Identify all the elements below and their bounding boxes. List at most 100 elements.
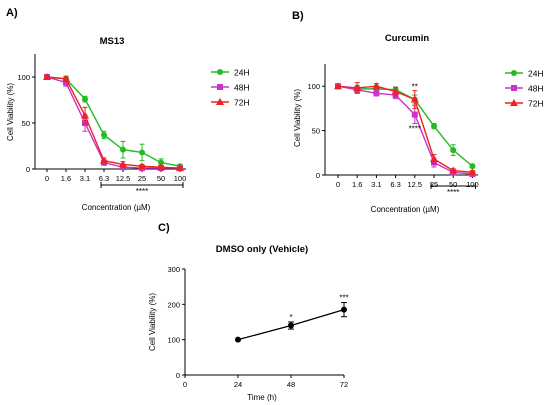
x-tick-label-b: 100	[466, 180, 479, 189]
data-point-b-72H	[353, 83, 362, 91]
x-tick-label-a: 12.5	[116, 174, 131, 183]
y-axis-label-a: Cell Viability (%)	[6, 83, 15, 141]
data-point-b-72H	[391, 87, 400, 95]
legend-marker-b-48H	[511, 85, 517, 91]
panel-label-b: B)	[292, 10, 304, 22]
y-tick-label-a: 0	[26, 165, 30, 174]
legend-marker-a-72H	[216, 98, 224, 105]
chart-title-c: DMSO only (Vehicle)	[216, 244, 308, 255]
data-point-c	[235, 336, 241, 343]
x-tick-label-c: 48	[287, 380, 295, 389]
data-point-a-72H	[157, 163, 165, 171]
x-tick-label-a: 50	[157, 174, 165, 183]
y-axis-label-c: Cell Viability (%)	[148, 293, 157, 351]
significance-label-c: ***	[339, 294, 348, 303]
chart-curcumin: Curcumin Cell Viability (%) Concentration …	[293, 33, 544, 214]
significance-label-b: ****	[447, 188, 459, 197]
data-point-a-72H	[81, 111, 89, 119]
y-tick-label-a: 50	[22, 119, 30, 128]
data-point-a-72H	[100, 156, 108, 164]
data-point-b-24H	[431, 123, 437, 130]
data-point-b-48H	[411, 111, 418, 118]
legend-label-b-48H: 48H	[528, 84, 544, 94]
x-tick-label-b: 1.6	[352, 180, 362, 189]
y-tick-label-c: 300	[167, 265, 180, 274]
x-tick-label-b: 3.1	[371, 180, 381, 189]
significance-label-c: *	[289, 313, 292, 322]
data-point-b-72H	[449, 166, 458, 174]
series-line-b-24H	[337, 85, 473, 167]
x-tick-label-a: 6.3	[99, 174, 109, 183]
x-tick-label-a: 100	[174, 174, 187, 183]
legend-label-a-48H: 48H	[234, 83, 250, 93]
legend-label-a-24H: 24H	[234, 68, 250, 78]
legend-marker-b-72H	[510, 99, 518, 106]
legend-label-a-72H: 72H	[234, 98, 250, 108]
x-axis-label-a: Concentration (µM)	[82, 203, 151, 212]
y-tick-label-b: 100	[307, 82, 320, 91]
y-axis-label-b: Cell Viability (%)	[293, 89, 302, 147]
series-line-b-72H	[337, 85, 473, 174]
data-point-b-48H	[373, 90, 380, 97]
legend-label-b-72H: 72H	[528, 99, 544, 109]
data-point-c	[288, 322, 294, 329]
significance-label-b: ****	[409, 124, 421, 133]
x-tick-label-c: 0	[183, 380, 187, 389]
significance-label-a: ****	[136, 187, 148, 196]
y-tick-label-b: 50	[312, 127, 320, 136]
data-point-a-24H	[158, 159, 164, 166]
data-point-a-72H	[119, 160, 127, 168]
data-point-c	[341, 306, 347, 313]
data-point-b-72H	[334, 82, 342, 90]
panel-label-c: C)	[158, 222, 170, 234]
x-tick-label-a: 25	[138, 174, 146, 183]
data-point-a-24H	[139, 149, 145, 156]
significance-label-b: **	[412, 83, 418, 92]
series-line-b-48H	[337, 85, 473, 175]
data-point-b-72H	[372, 82, 381, 90]
data-point-b-72H	[468, 168, 477, 176]
legend-label-b-24H: 24H	[528, 69, 544, 79]
data-point-b-24H	[469, 163, 476, 170]
series-line-a-24H	[46, 76, 181, 167]
data-point-a-72H	[176, 164, 184, 172]
x-tick-label-a: 1.6	[61, 174, 71, 183]
chart-ms13: MS13 Cell Viability (%) Concentration (µM)…	[6, 36, 250, 212]
y-tick-label-c: 100	[167, 336, 180, 345]
data-point-a-48H	[63, 79, 69, 86]
y-tick-label-c: 0	[176, 371, 180, 380]
series-line-a-48H	[46, 76, 180, 169]
series-line-a-72H	[46, 76, 181, 169]
data-point-b-24H	[450, 147, 457, 154]
x-tick-label-b: 25	[430, 180, 438, 189]
x-axis-label-c: Time (h)	[247, 393, 277, 402]
data-point-b-72H	[430, 155, 438, 163]
legend-marker-a-24H	[217, 69, 223, 75]
data-point-a-24H	[82, 96, 88, 103]
x-tick-label-c: 72	[340, 380, 348, 389]
legend-marker-a-48H	[217, 84, 223, 90]
x-tick-label-b: 0	[336, 180, 340, 189]
chart-title-b: Curcumin	[385, 33, 430, 44]
data-point-b-72H	[410, 95, 419, 103]
x-tick-label-a: 3.1	[80, 174, 90, 183]
y-tick-label-c: 200	[167, 300, 180, 309]
panel-label-a: A)	[6, 7, 18, 19]
x-tick-label-b: 50	[449, 180, 457, 189]
data-point-a-24H	[101, 131, 107, 138]
data-point-a-72H	[62, 74, 70, 82]
x-tick-label-b: 6.3	[390, 180, 400, 189]
data-point-a-24H	[120, 146, 126, 153]
x-tick-label-c: 24	[234, 380, 242, 389]
data-point-a-72H	[43, 73, 51, 80]
data-point-a-72H	[138, 162, 146, 170]
x-tick-label-b: 12.5	[407, 180, 422, 189]
chart-dmso-vehicle: DMSO only (Vehicle) Cell Viability (%) Tim…	[148, 244, 349, 402]
y-tick-label-a: 100	[17, 73, 30, 82]
x-tick-label-a: 0	[45, 174, 49, 183]
x-axis-label-b: Concentration (µM)	[371, 205, 440, 214]
y-tick-label-b: 0	[316, 171, 320, 180]
chart-title-a: MS13	[100, 36, 125, 47]
legend-marker-b-24H	[511, 70, 517, 76]
